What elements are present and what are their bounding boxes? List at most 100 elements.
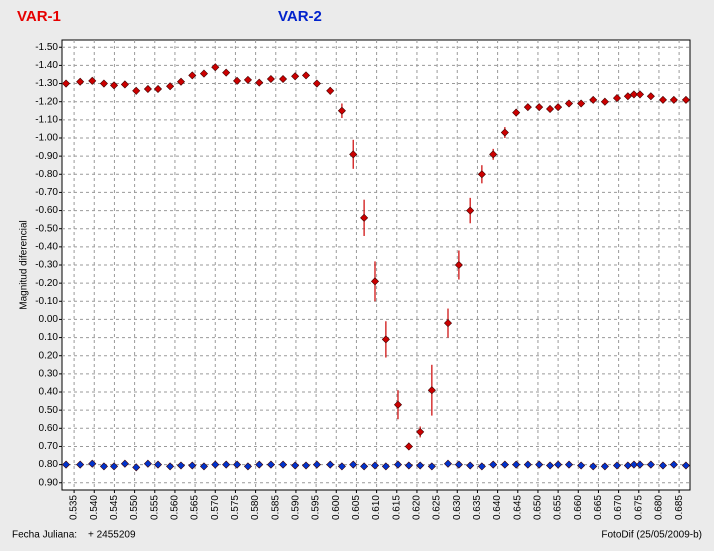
y-tick-label: -1.00	[35, 133, 58, 144]
data-point	[279, 74, 288, 84]
x-tick-label: 0.590	[291, 495, 302, 520]
x-tick-label: 0.580	[250, 495, 261, 520]
data-point	[110, 81, 119, 90]
data-point	[312, 460, 321, 469]
data-point	[153, 460, 163, 469]
data-point	[477, 462, 486, 471]
x-tick-label: 0.570	[210, 495, 221, 520]
data-point	[564, 460, 574, 469]
data-point	[669, 95, 678, 104]
data-point	[370, 277, 380, 286]
data-point	[370, 461, 380, 470]
data-point	[132, 86, 141, 95]
y-tick-label: 0.10	[39, 332, 59, 343]
x-tick-label: 0.540	[89, 495, 100, 520]
data-point	[393, 400, 403, 409]
data-point	[669, 460, 678, 469]
data-point	[326, 86, 335, 95]
data-point	[360, 462, 369, 471]
data-point	[489, 460, 498, 469]
data-point	[279, 460, 288, 469]
y-tick-label: -1.20	[35, 96, 58, 107]
y-tick-label: -1.50	[35, 42, 58, 53]
data-point	[589, 462, 598, 471]
data-point	[681, 461, 690, 470]
data-point	[635, 90, 645, 99]
y-tick-label: -0.80	[35, 169, 58, 180]
data-point	[222, 68, 231, 77]
x-tick-label: 0.635	[472, 495, 483, 520]
x-tick-label: 0.620	[412, 495, 423, 520]
data-point	[99, 462, 108, 471]
y-tick-label: -0.60	[35, 205, 58, 216]
x-tick-label: 0.605	[351, 495, 362, 520]
data-point	[301, 71, 311, 80]
data-point	[629, 90, 638, 99]
data-point	[188, 71, 197, 80]
x-tick-label: 0.630	[452, 495, 463, 520]
data-point	[589, 95, 598, 104]
x-tick-label: 0.610	[371, 495, 382, 520]
x-tick-label: 0.645	[512, 495, 523, 520]
x-tick-label: 0.600	[331, 495, 342, 520]
y-tick-label: 0.30	[39, 369, 59, 380]
data-point	[577, 461, 586, 470]
data-point	[312, 79, 321, 88]
data-point	[120, 459, 129, 468]
data-point	[658, 461, 668, 470]
x-tick-label: 0.545	[109, 495, 120, 520]
y-tick-label: -1.40	[35, 60, 58, 71]
x-tick-label: 0.655	[553, 495, 564, 520]
data-point	[612, 94, 622, 103]
y-tick-label: -1.10	[35, 114, 58, 125]
data-point	[443, 459, 453, 468]
y-tick-label: 0.00	[39, 314, 59, 325]
x-tick-label: 0.650	[533, 495, 544, 520]
data-point	[427, 386, 436, 395]
data-point	[337, 462, 346, 471]
data-point	[635, 460, 645, 469]
data-point	[512, 108, 521, 117]
x-tick-label: 0.680	[654, 495, 665, 520]
data-point	[243, 75, 252, 84]
data-point	[381, 462, 390, 471]
x-tick-label: 0.640	[492, 495, 503, 520]
data-point	[404, 461, 413, 470]
data-point	[454, 460, 463, 469]
y-tick-label: -0.90	[35, 151, 58, 162]
data-point	[512, 460, 521, 469]
x-tick-label: 0.675	[633, 495, 644, 520]
y-tick-label: 0.60	[39, 423, 59, 434]
data-point	[76, 77, 85, 86]
data-point	[62, 79, 71, 88]
data-point	[222, 460, 231, 469]
data-point	[211, 63, 220, 72]
data-point	[381, 335, 390, 344]
x-axis-label: Fecha Juliana:	[12, 530, 77, 541]
x-tick-label: 0.670	[613, 495, 624, 520]
marks	[62, 63, 690, 472]
x-tick-label: 0.555	[149, 495, 160, 520]
credit: FotoDif (25/05/2009-b)	[601, 530, 702, 541]
data-point	[166, 82, 175, 91]
data-point	[166, 462, 175, 471]
data-point	[88, 76, 97, 85]
data-point	[681, 95, 690, 104]
x-tick-label: 0.535	[69, 495, 80, 520]
x-tick-label: 0.665	[593, 495, 604, 520]
data-point	[646, 92, 655, 101]
data-point	[535, 103, 544, 112]
data-point	[255, 78, 264, 87]
data-point	[629, 460, 638, 469]
data-point	[535, 460, 544, 469]
data-point	[416, 427, 425, 436]
data-point	[176, 77, 186, 86]
data-point	[153, 84, 163, 94]
data-point	[255, 460, 264, 469]
data-point	[199, 462, 209, 471]
data-point	[176, 461, 186, 470]
data-point	[546, 461, 555, 470]
data-point	[301, 461, 311, 470]
